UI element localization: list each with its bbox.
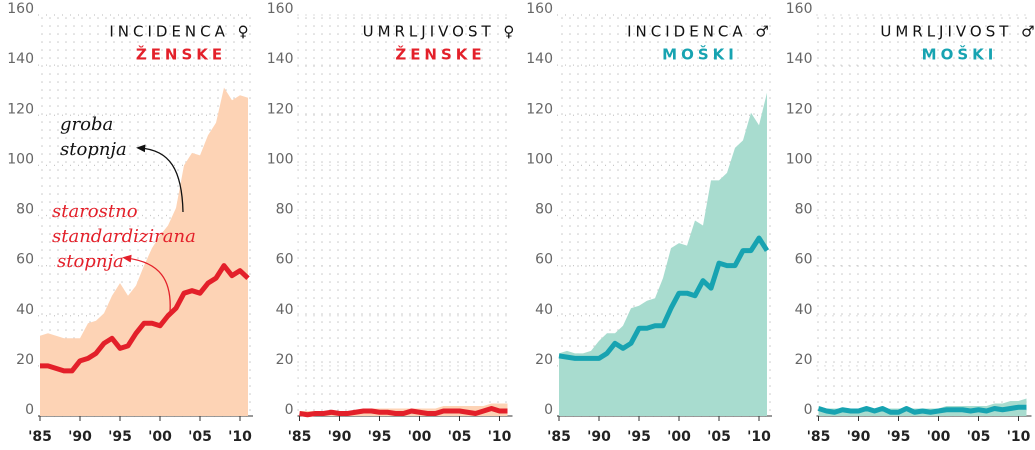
y-tick-label: 120	[7, 101, 34, 117]
marks	[40, 87, 1027, 418]
annotation: stopnja	[60, 139, 127, 160]
y-tick-label: 20	[276, 352, 294, 368]
x-tick-label: '95	[368, 429, 392, 445]
x-tick-label: '00	[148, 429, 172, 445]
annotation: starostno	[52, 201, 138, 222]
line	[817, 404, 1027, 415]
chart-title: UMRLJIVOST ♂	[880, 23, 1035, 41]
y-tick-label: 40	[16, 302, 34, 318]
area	[40, 87, 248, 417]
x-tick-label: '05	[188, 429, 212, 445]
annotation: stopnja	[57, 251, 124, 272]
x-tick-label: '85	[288, 429, 312, 445]
x-tick-label: '85	[28, 429, 52, 445]
annotation-arrow	[136, 144, 184, 213]
x-tick-label: '00	[408, 429, 432, 445]
y-tick-label: 40	[276, 302, 294, 318]
chart-subtitle: MOŠKI	[662, 45, 738, 64]
y-tick-label: 140	[7, 51, 34, 67]
x-tick-label: '10	[228, 429, 252, 445]
y-tick-label: 80	[795, 202, 813, 218]
annotation: groba	[60, 114, 113, 135]
y-tick-label: 60	[16, 252, 34, 268]
x-tick-label: '85	[807, 429, 831, 445]
x-tick-label: '00	[927, 429, 951, 445]
y-tick-label: 100	[526, 151, 553, 167]
x-tick-label: '90	[328, 429, 352, 445]
chart-subtitle: ŽENSKE	[136, 45, 226, 64]
y-tick-label: 80	[16, 202, 34, 218]
y-tick-label: 40	[535, 302, 553, 318]
annotation: standardizirana	[52, 226, 196, 247]
x-tick-label: '95	[887, 429, 911, 445]
chart-subtitle: ŽENSKE	[395, 45, 485, 64]
y-tick-label: 80	[535, 202, 553, 218]
y-tick-label: 60	[795, 252, 813, 268]
line	[40, 263, 250, 374]
y-tick-label: 120	[526, 101, 553, 117]
x-tick-label: '85	[547, 429, 571, 445]
chart-title: INCIDENCA ♂	[627, 23, 773, 41]
x-tick-label: '95	[627, 429, 651, 445]
x-tick-label: '05	[707, 429, 731, 445]
area	[559, 92, 767, 416]
x-tick-label: '10	[747, 429, 771, 445]
y-tick-label: 140	[526, 51, 553, 67]
dot-grid	[816, 15, 1032, 416]
y-tick-label: 20	[535, 352, 553, 368]
chart-title: INCIDENCA ♀	[109, 23, 252, 41]
y-tick-label: 60	[535, 252, 553, 268]
y-tick-label: 0	[804, 402, 813, 418]
dot-grid	[297, 15, 513, 416]
y-tick-label: 80	[276, 202, 294, 218]
x-tick-label: '05	[448, 429, 472, 445]
x-tick-label: '90	[847, 429, 871, 445]
chart-title: UMRLJIVOST ♀	[363, 23, 519, 41]
y-tick-label: 100	[786, 151, 813, 167]
x-tick-label: '00	[667, 429, 691, 445]
x-tick-label: '10	[1007, 429, 1031, 445]
y-tick-label: 160	[786, 1, 813, 17]
line	[299, 405, 508, 418]
overlay: INCIDENCA ♀ ŽENSKE groba stopnja starostno st…	[52, 23, 1035, 313]
chart-subtitle: MOŠKI	[922, 45, 998, 64]
y-tick-label: 0	[25, 402, 34, 418]
y-tick-label: 0	[544, 402, 553, 418]
y-tick-label: 140	[786, 51, 813, 67]
y-tick-label: 160	[7, 1, 34, 17]
y-tick-label: 140	[267, 51, 294, 67]
annotation-arrow	[122, 254, 171, 313]
x-tick-label: '05	[967, 429, 991, 445]
y-tick-label: 0	[285, 402, 294, 418]
y-tick-label: 100	[267, 151, 294, 167]
y-tick-label: 40	[795, 302, 813, 318]
y-tick-label: 160	[526, 1, 553, 17]
y-tick-label: 100	[7, 151, 34, 167]
x-tick-label: '95	[108, 429, 132, 445]
y-tick-label: 20	[795, 352, 813, 368]
y-tick-label: 120	[267, 101, 294, 117]
x-tick-label: '90	[68, 429, 92, 445]
y-tick-label: 120	[786, 101, 813, 117]
y-tick-label: 160	[267, 1, 294, 17]
y-tick-label: 20	[16, 352, 34, 368]
line	[558, 235, 770, 361]
y-tick-label: 60	[276, 252, 294, 268]
x-tick-label: '10	[488, 429, 512, 445]
x-tick-label: '90	[587, 429, 611, 445]
